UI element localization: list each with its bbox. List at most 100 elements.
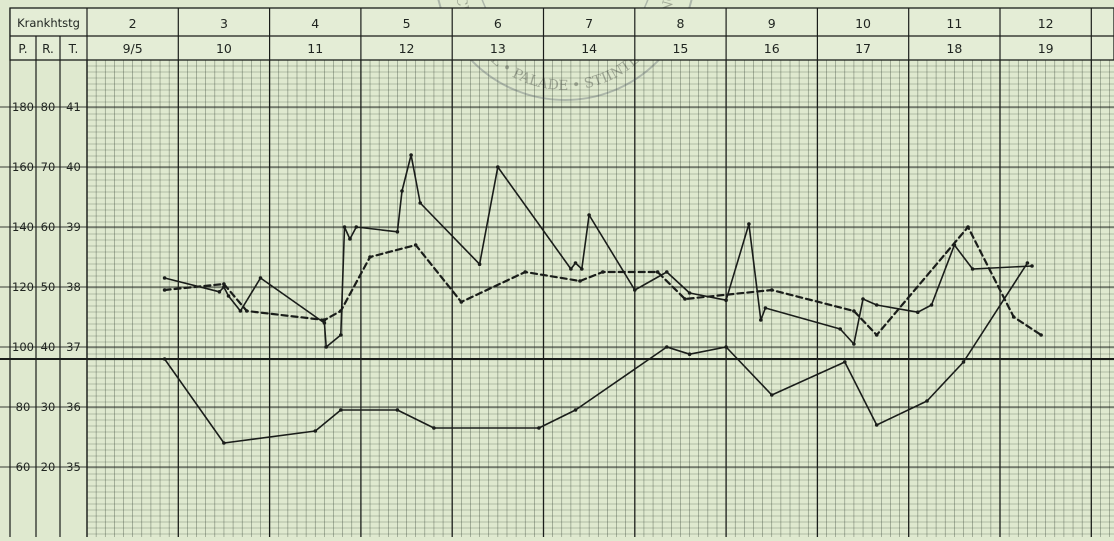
- data-point: [1011, 315, 1016, 319]
- data-point: [633, 288, 637, 292]
- y-tick-label: 20: [41, 460, 56, 474]
- y-tick-label: 60: [41, 220, 56, 234]
- data-point: [368, 255, 372, 259]
- date-label: 16: [764, 41, 780, 56]
- data-point: [838, 327, 842, 331]
- data-point: [843, 360, 847, 364]
- date-label: 14: [581, 41, 597, 56]
- data-point: [477, 262, 482, 267]
- y-tick-label: 120: [12, 280, 34, 294]
- date-label: 12: [399, 41, 415, 56]
- day-label: 5: [403, 16, 411, 31]
- data-point: [580, 267, 584, 271]
- data-point: [339, 408, 343, 412]
- data-point: [961, 360, 966, 364]
- y-tick-label: 35: [66, 460, 81, 474]
- data-point: [400, 189, 404, 193]
- day-label: 7: [585, 16, 593, 31]
- data-point: [874, 303, 879, 307]
- y-tick-label: 100: [12, 340, 34, 354]
- date-label: 18: [946, 41, 962, 56]
- y-tick-label: 50: [41, 280, 56, 294]
- data-point: [245, 309, 249, 313]
- data-point: [222, 282, 226, 286]
- header-background: [9, 7, 1114, 61]
- data-point: [763, 306, 768, 310]
- data-point: [1039, 333, 1043, 337]
- data-point: [226, 294, 231, 298]
- data-point: [238, 309, 243, 313]
- day-label: 4: [311, 16, 319, 31]
- data-point: [687, 352, 692, 357]
- day-label: 10: [855, 16, 871, 31]
- day-label: 11: [946, 16, 962, 31]
- data-point: [724, 298, 728, 303]
- data-point: [339, 309, 343, 313]
- data-point: [409, 153, 413, 157]
- day-label: 12: [1038, 16, 1054, 31]
- data-point: [395, 230, 400, 234]
- data-point: [1025, 261, 1030, 265]
- date-label: 11: [307, 41, 323, 56]
- data-point: [925, 399, 929, 403]
- date-label: 9/5: [123, 41, 143, 56]
- data-point: [929, 303, 934, 307]
- stamp-ring-outer: [437, 0, 693, 101]
- data-point: [322, 318, 327, 322]
- day-label: 2: [129, 16, 137, 31]
- scale-label: R.: [42, 42, 54, 56]
- y-tick-label: 30: [41, 400, 56, 414]
- day-label: 6: [494, 16, 502, 31]
- y-tick-label: 40: [66, 160, 81, 174]
- date-label: 15: [672, 41, 688, 56]
- data-point: [587, 213, 591, 217]
- y-tick-label: 39: [66, 220, 81, 234]
- data-point: [966, 225, 970, 229]
- y-tick-label: 80: [41, 100, 56, 114]
- y-tick-label: 41: [66, 100, 81, 114]
- data-point: [770, 288, 774, 292]
- data-point: [852, 309, 856, 313]
- y-tick-label: 70: [41, 160, 56, 174]
- data-point: [747, 222, 751, 226]
- data-point: [459, 300, 464, 304]
- data-point: [573, 261, 578, 265]
- data-point: [970, 267, 975, 271]
- grid: [0, 8, 1114, 537]
- data-point: [413, 243, 418, 247]
- data-point: [683, 297, 687, 301]
- y-tick-label: 37: [66, 340, 81, 354]
- data-point: [665, 270, 669, 274]
- data-point: [258, 276, 263, 280]
- y-tick-label: 36: [66, 400, 81, 414]
- data-point: [687, 291, 692, 295]
- data-point: [916, 310, 920, 315]
- y-tick-label: 80: [16, 400, 31, 414]
- data-point: [162, 276, 167, 280]
- y-tick-label: 160: [12, 160, 34, 174]
- corner-label: Krankhtstg: [17, 16, 80, 30]
- data-point: [217, 290, 222, 294]
- scale-label: P.: [18, 42, 27, 56]
- scale-label: T.: [68, 42, 79, 56]
- data-point: [724, 345, 728, 349]
- header-rows: Krankhtstg P. R. T. 2 3 4 5 6 7 8 9 10 11 12 9/5 10 11 12 1…: [9, 7, 1114, 61]
- data-point: [759, 318, 763, 322]
- y-tick-label: 140: [12, 220, 34, 234]
- data-point: [573, 408, 578, 412]
- day-label: 9: [768, 16, 776, 31]
- data-point: [537, 426, 541, 430]
- data-point: [162, 288, 167, 292]
- data-point: [569, 267, 573, 271]
- y-tick-label: 180: [12, 100, 34, 114]
- date-label: 19: [1038, 41, 1054, 56]
- data-point: [354, 225, 359, 229]
- data-point: [1030, 264, 1034, 268]
- data-point: [874, 333, 879, 337]
- y-tick-label: 60: [16, 460, 31, 474]
- data-point: [852, 342, 856, 346]
- y-tick-label: 40: [41, 340, 56, 354]
